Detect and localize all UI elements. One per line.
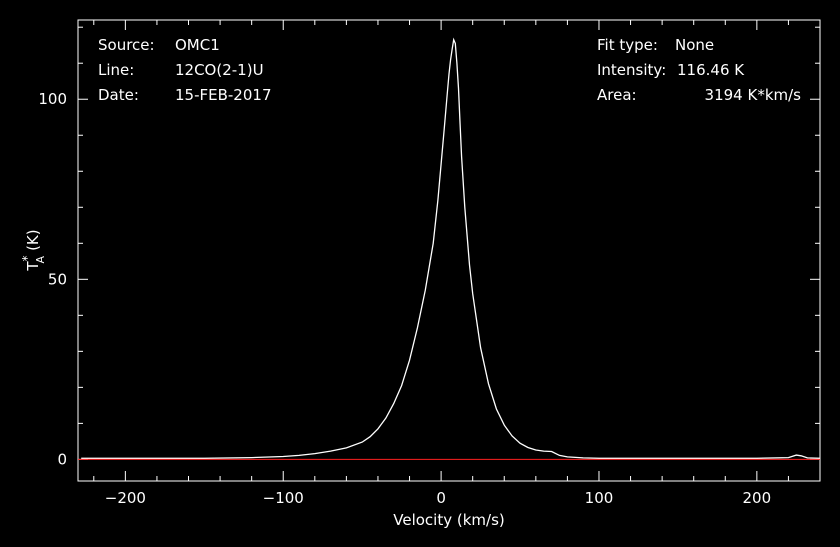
area-value: 3194 K*km/s xyxy=(705,86,802,104)
fit-type-label: Fit type: xyxy=(597,36,658,54)
y-axis-label-sub: A xyxy=(34,255,47,263)
info-panel-left: Source: OMC1 Line: 12CO(2-1)U Date: 15-F… xyxy=(98,36,271,104)
date-value: 15-FEB-2017 xyxy=(175,86,271,104)
spectrum-line xyxy=(81,37,821,459)
x-axis-label: Velocity (km/s) xyxy=(393,511,504,529)
y-tick-label: 100 xyxy=(38,90,67,108)
date-label: Date: xyxy=(98,86,139,104)
y-axis-label-base: T xyxy=(24,261,42,272)
y-axis-label-unit: (K) xyxy=(24,229,42,251)
plot-area: −200 −100 0 100 200 0 50 100 xyxy=(38,19,821,507)
x-tick-label: 0 xyxy=(436,489,446,507)
source-label: Source: xyxy=(98,36,155,54)
y-axis-label-sup: * xyxy=(20,255,34,261)
axis-ticks: −200 −100 0 100 200 0 50 100 xyxy=(38,20,821,507)
line-value: 12CO(2-1)U xyxy=(175,61,264,79)
y-tick-label: 50 xyxy=(48,270,67,288)
line-label: Line: xyxy=(98,61,134,79)
x-tick-label: 100 xyxy=(585,489,614,507)
area-label: Area: xyxy=(597,86,637,104)
x-tick-label: −100 xyxy=(263,489,304,507)
x-tick-label: 200 xyxy=(743,489,772,507)
fit-type-value: None xyxy=(675,36,714,54)
plot-frame xyxy=(77,19,821,482)
intensity-value: 116.46 K xyxy=(677,61,745,79)
y-tick-label: 0 xyxy=(57,450,67,468)
x-tick-label: −200 xyxy=(105,489,146,507)
info-panel-right: Fit type: None Intensity: 116.46 K Area:… xyxy=(597,36,801,104)
series-group xyxy=(78,37,821,460)
y-axis-label: T*A (K) xyxy=(20,229,47,271)
source-value: OMC1 xyxy=(175,36,220,54)
intensity-label: Intensity: xyxy=(597,61,666,79)
